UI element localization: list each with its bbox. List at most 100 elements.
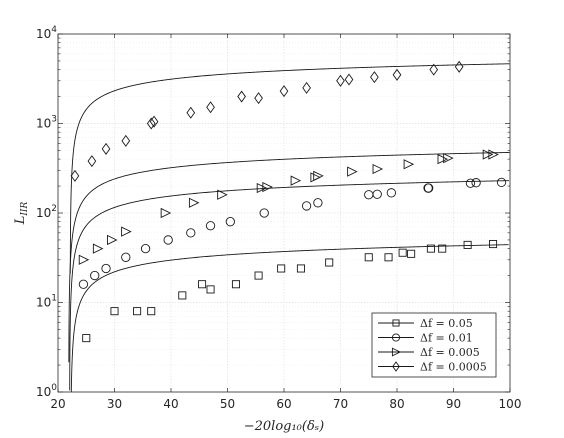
x-tick-label: 90 [446,397,461,411]
y-axis-label: LIIR [13,202,30,226]
data-point [90,270,100,281]
data-point [70,169,80,182]
y-tick-label: 101 [36,294,57,310]
series-4 [70,60,464,182]
data-point [313,198,323,208]
data-point [336,74,345,87]
data-point [471,178,481,188]
data-point [325,258,334,267]
data-point [82,334,91,343]
data-point [372,189,382,199]
data-point [101,263,111,274]
axis-ticks [57,33,511,393]
data-point [370,71,379,84]
x-axis-label: −20log₁₀(δₛ) [244,419,325,434]
data-markers [70,60,507,343]
data-point [133,307,142,316]
data-point [205,221,216,231]
data-point [146,117,156,130]
legend-marker [392,361,400,372]
data-point [237,90,246,103]
data-point [301,201,312,211]
data-point [438,244,447,253]
y-tick-label: 100 [36,383,57,399]
series-2 [78,177,507,289]
data-point [78,254,90,265]
x-tick-label: 100 [499,397,522,411]
legend-label: Δf = 0.005 [420,346,480,359]
series-1 [82,240,498,343]
svg-text:LIIR: LIIR [13,202,30,226]
data-point [423,183,434,193]
data-point [198,280,207,289]
data-point [121,226,132,237]
x-tick-label: 20 [50,397,65,411]
data-point [463,240,472,249]
y-tick-labels: 100 101 102 103 104 [36,25,57,399]
x-tick-label: 30 [107,397,122,411]
data-point [372,163,384,175]
data-point [107,234,118,246]
data-point [259,208,269,218]
data-point [489,240,498,249]
data-point [313,170,324,181]
y-tick-label: 103 [36,115,57,131]
legend-marker [391,347,402,357]
data-point [386,188,396,198]
data-point [160,207,172,219]
data-point [178,291,187,300]
data-point [454,60,464,73]
data-point [403,159,415,170]
legend-marker [392,319,400,327]
data-point [101,142,111,155]
series-3 [78,149,499,265]
data-point [465,178,476,188]
x-tick-label: 70 [333,397,348,411]
data-point [186,106,196,119]
data-point [256,182,268,194]
data-point [149,115,159,128]
y-tick-label: 102 [36,204,57,220]
data-point [496,177,507,188]
data-point [147,307,156,316]
data-point [217,189,228,200]
legend-label: Δf = 0.05 [420,317,473,330]
y-tick-label: 104 [36,25,57,41]
data-point [277,264,286,273]
data-point [87,155,97,168]
data-point [384,253,393,262]
x-tick-label: 80 [389,397,404,411]
data-point [344,73,354,86]
data-point [254,92,263,105]
fit-curve [69,63,510,274]
data-point [231,280,240,289]
x-tick-labels: 20 30 40 50 60 70 80 90 100 [50,397,521,411]
data-point [443,153,454,164]
data-point [78,279,89,289]
legend-item: Δf = 0.01 [378,332,473,345]
data-point [262,181,273,193]
data-point [121,134,131,147]
data-point [140,243,151,254]
data-point [426,244,435,253]
legend-label: Δf = 0.01 [420,332,473,345]
data-point [302,81,311,94]
legend-marker [391,333,401,342]
data-point [429,63,439,76]
data-point [290,175,302,186]
data-point [92,243,104,254]
x-tick-label: 40 [163,397,178,411]
data-point [488,149,499,160]
data-point [279,85,289,98]
legend-item: Δf = 0.0005 [378,361,487,374]
fit-curve [68,151,510,363]
legend-item: Δf = 0.005 [378,346,480,359]
data-point [296,264,305,273]
data-point [206,285,215,294]
data-point [392,68,402,81]
data-point [437,153,449,165]
data-point [188,197,200,208]
data-point [364,253,373,262]
fit-curve [70,244,509,392]
